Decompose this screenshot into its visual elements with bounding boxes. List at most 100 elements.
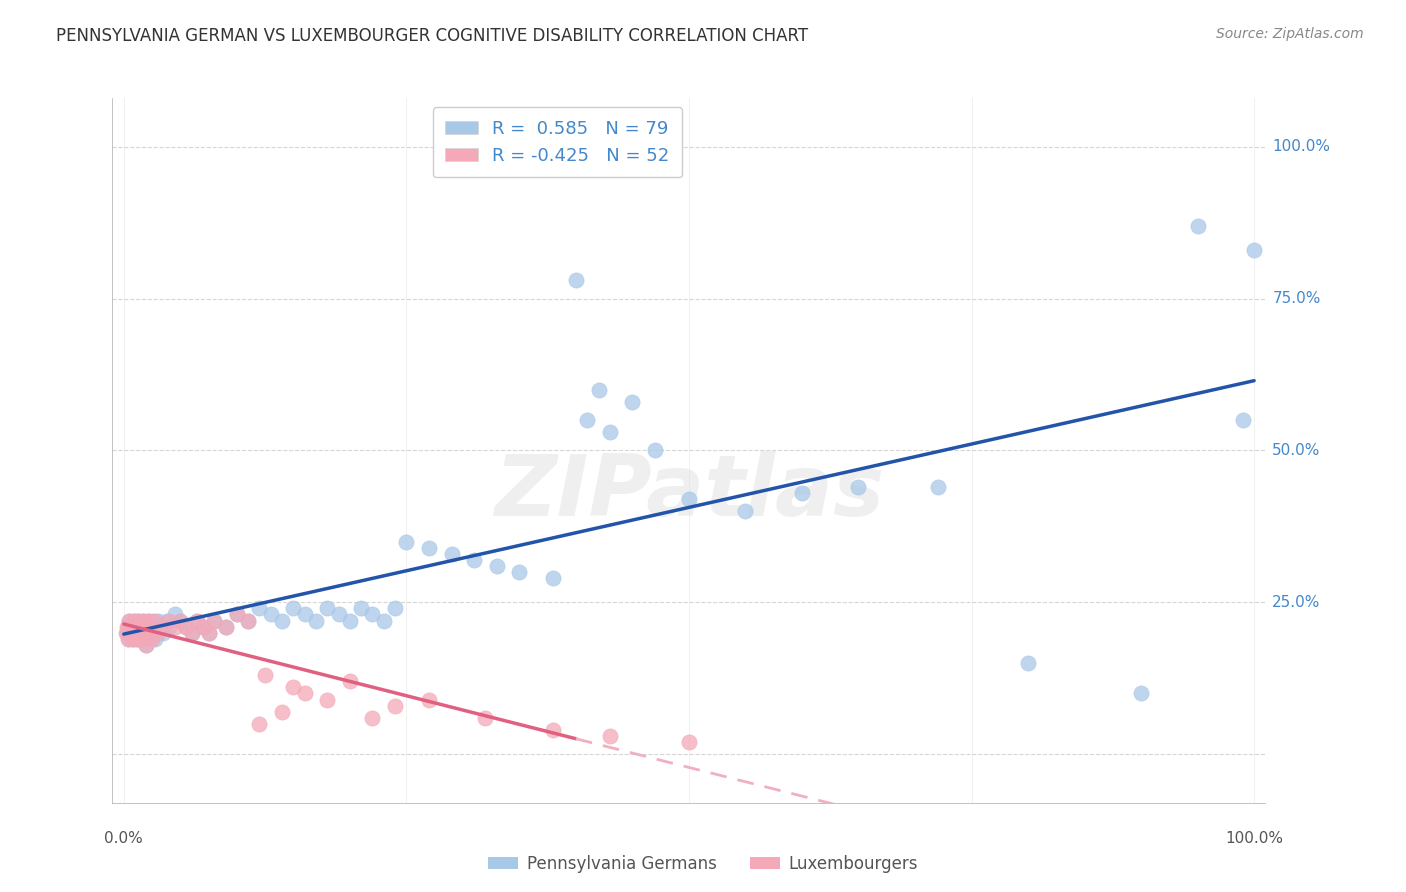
Point (120, 625, 142, 640)
Point (157, 619, 180, 633)
Point (115, 619, 138, 633)
Point (373, 614, 395, 628)
Point (139, 619, 162, 633)
Point (115, 625, 138, 640)
Point (197, 625, 219, 640)
Point (418, 541, 440, 555)
Point (1130, 686, 1153, 700)
Point (138, 625, 160, 640)
Point (734, 504, 756, 518)
Point (328, 607, 350, 622)
Point (316, 601, 339, 615)
Text: 50.0%: 50.0% (1272, 443, 1320, 458)
Point (576, 413, 599, 427)
Point (588, 383, 610, 397)
Point (129, 619, 152, 633)
Point (141, 614, 163, 628)
Point (152, 619, 174, 633)
Point (118, 614, 141, 628)
Point (384, 698, 406, 713)
Point (186, 614, 208, 628)
Point (115, 625, 138, 640)
Point (848, 480, 870, 494)
Point (135, 638, 157, 652)
Point (139, 619, 162, 633)
Point (132, 614, 155, 628)
Point (599, 729, 621, 743)
Point (127, 632, 149, 646)
Point (122, 614, 145, 628)
Point (384, 601, 406, 615)
Point (1017, 656, 1039, 670)
Point (440, 547, 463, 561)
Point (121, 619, 143, 633)
Point (128, 625, 150, 640)
Point (463, 553, 485, 567)
Point (169, 614, 191, 628)
Point (174, 619, 197, 633)
Point (134, 619, 156, 633)
Point (134, 619, 156, 633)
Point (249, 716, 271, 731)
Point (361, 711, 384, 725)
Point (1187, 219, 1209, 233)
Point (146, 614, 169, 628)
Point (294, 686, 316, 700)
Point (790, 486, 813, 500)
Text: ZIPatlas: ZIPatlas (494, 451, 884, 534)
Point (395, 534, 418, 549)
Point (124, 625, 146, 640)
Point (508, 565, 530, 579)
Point (283, 601, 305, 615)
Point (135, 638, 157, 652)
Point (134, 625, 156, 640)
Text: PENNSYLVANIA GERMAN VS LUXEMBOURGER COGNITIVE DISABILITY CORRELATION CHART: PENNSYLVANIA GERMAN VS LUXEMBOURGER COGN… (56, 27, 808, 45)
Point (163, 619, 186, 633)
Point (191, 619, 214, 633)
Point (565, 273, 588, 287)
Point (131, 632, 153, 646)
Point (118, 632, 141, 646)
Point (139, 632, 162, 646)
Point (125, 619, 148, 633)
Point (118, 614, 141, 628)
Point (644, 443, 666, 458)
Point (122, 614, 145, 628)
Point (143, 619, 166, 633)
Point (156, 614, 179, 628)
Point (125, 619, 148, 633)
Point (121, 632, 143, 646)
Point (418, 692, 440, 706)
Point (339, 614, 361, 628)
Point (117, 632, 139, 646)
Point (621, 395, 644, 409)
Point (316, 692, 339, 706)
Point (146, 625, 169, 640)
Text: 0.0%: 0.0% (104, 830, 143, 846)
Point (361, 607, 384, 622)
Point (294, 607, 316, 622)
Point (225, 607, 247, 622)
Point (152, 625, 174, 640)
Point (145, 632, 167, 646)
Point (236, 614, 259, 628)
Point (121, 632, 143, 646)
Point (283, 681, 305, 695)
Point (186, 614, 208, 628)
Point (129, 619, 152, 633)
Point (157, 614, 180, 628)
Point (254, 668, 277, 682)
Point (236, 614, 259, 628)
Text: 100.0%: 100.0% (1272, 139, 1330, 154)
Point (543, 571, 565, 585)
Point (339, 674, 361, 689)
Point (127, 614, 149, 628)
Point (136, 614, 159, 628)
Point (124, 625, 146, 640)
Point (120, 625, 142, 640)
Point (214, 619, 236, 633)
Point (138, 625, 160, 640)
Point (543, 723, 565, 737)
Point (136, 614, 159, 628)
Point (271, 614, 294, 628)
